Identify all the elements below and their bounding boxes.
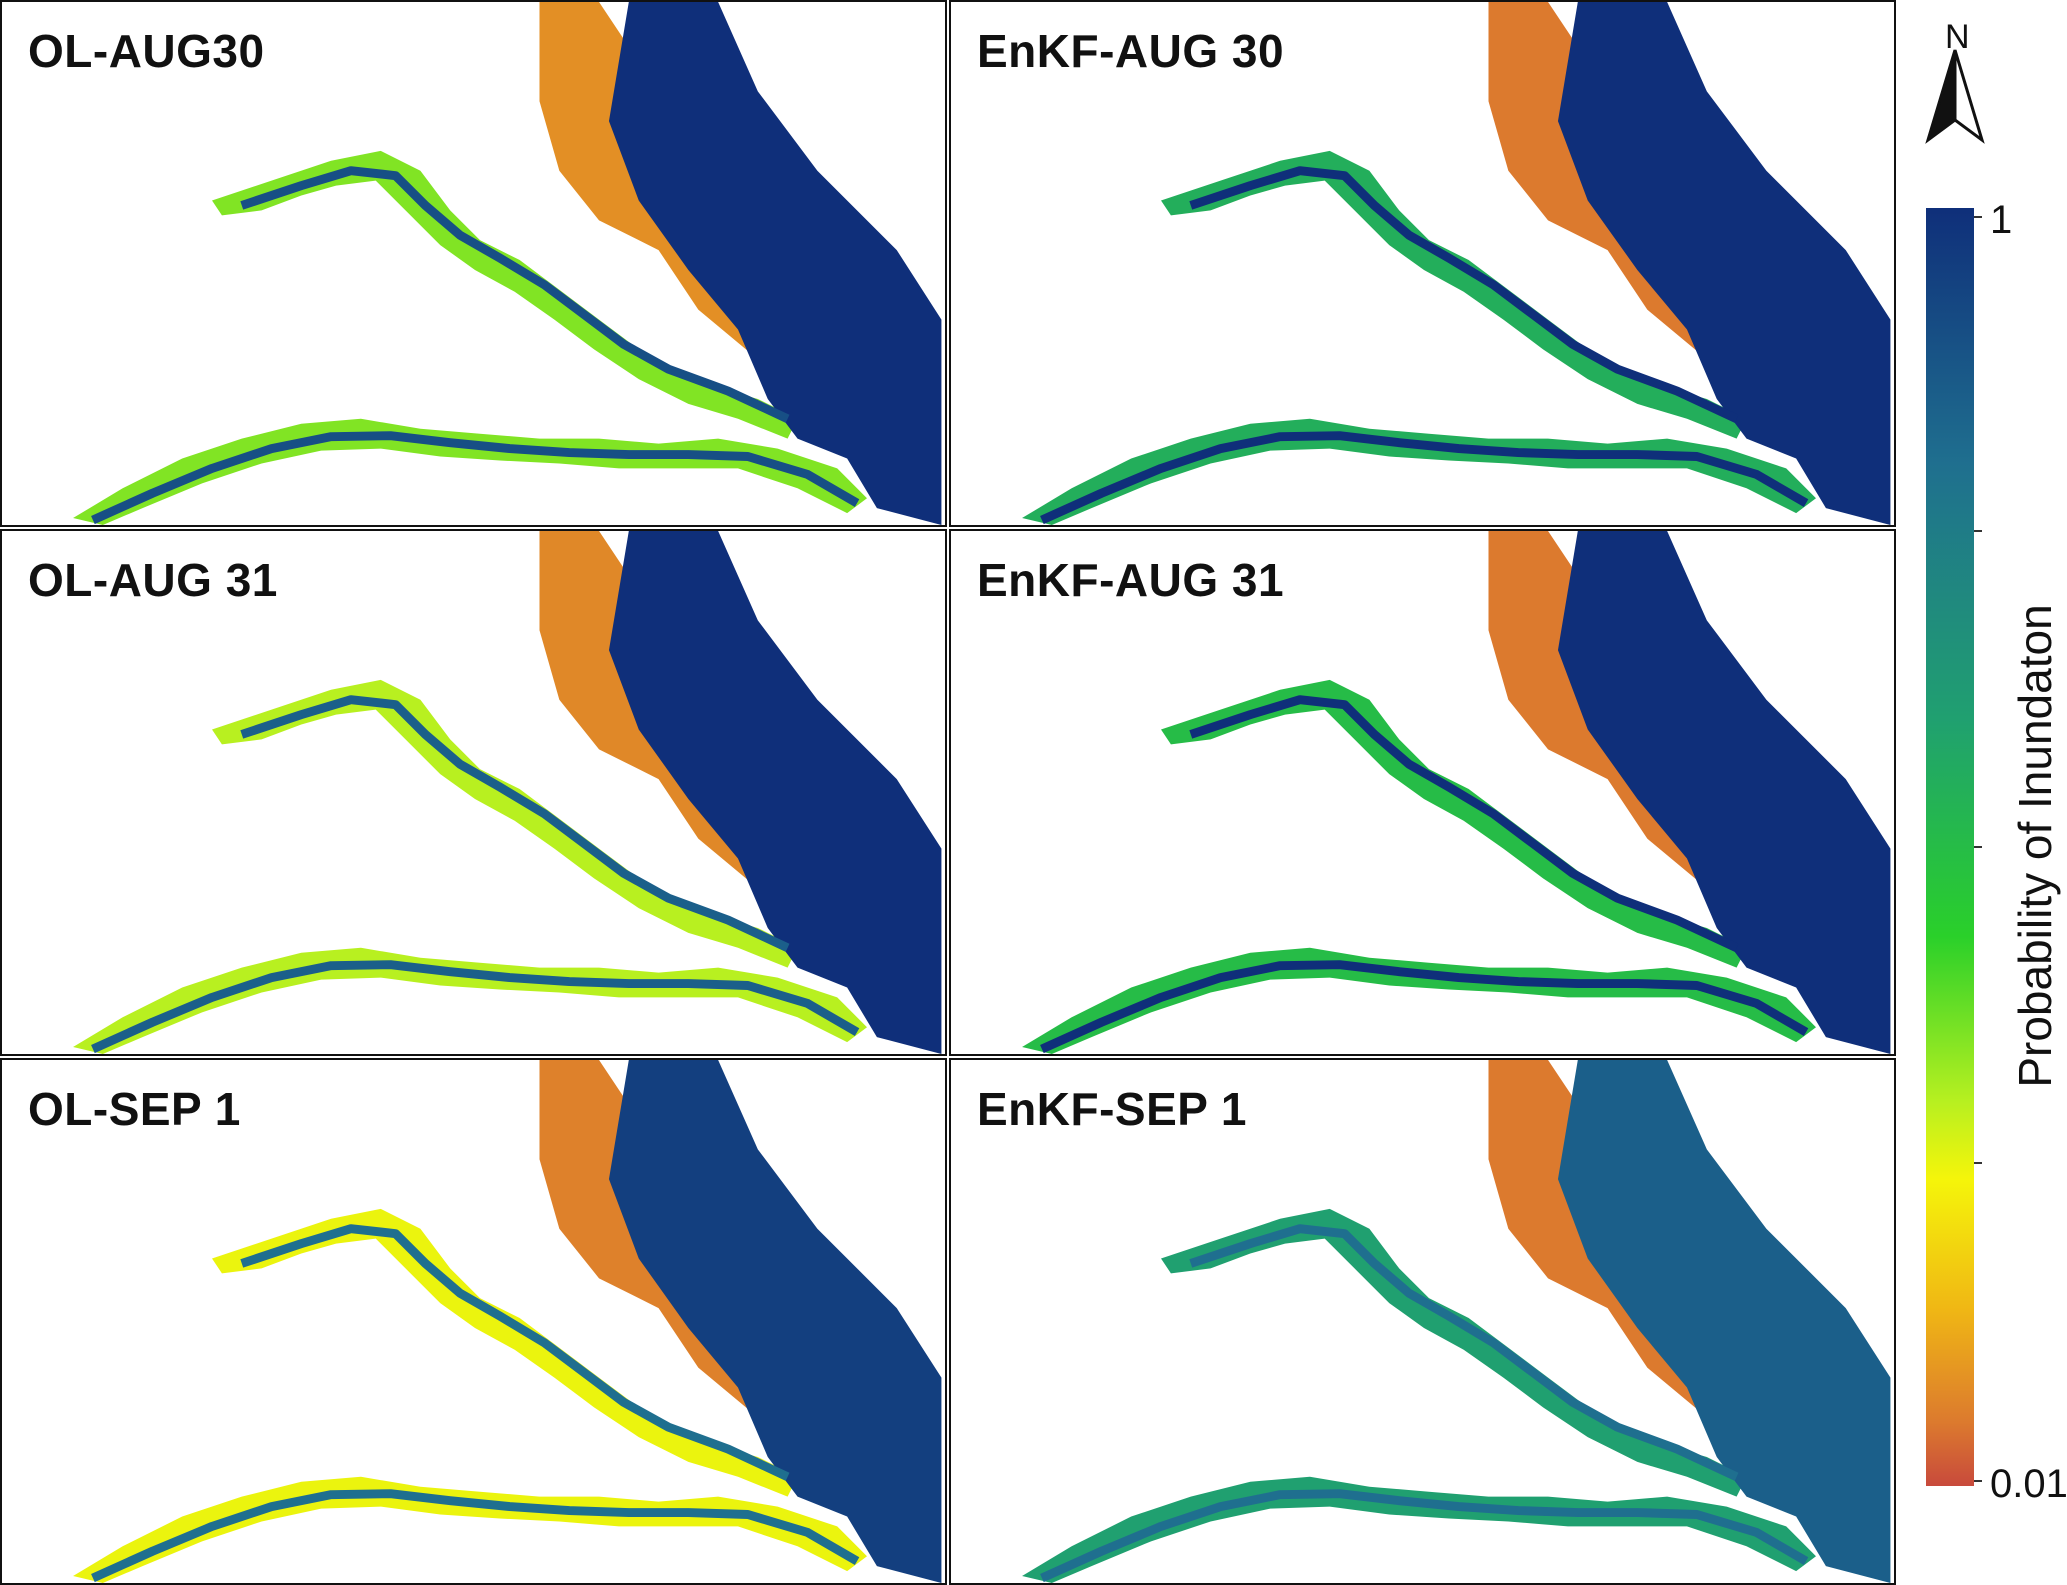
north-arrow-icon	[1925, 49, 1985, 144]
map-panel-enkf-aug30: EnKF-AUG 30	[949, 0, 1896, 527]
inundation-map	[1022, 1060, 1891, 1583]
margin-area	[1161, 150, 1747, 439]
panel-title: OL-SEP 1	[28, 1083, 241, 1135]
river-channel	[1189, 1224, 1739, 1481]
river-channel	[1040, 431, 1809, 525]
margin-area	[1161, 1208, 1747, 1497]
river-channel	[91, 1489, 860, 1583]
inundation-map	[1022, 531, 1891, 1054]
river-channel	[1040, 1489, 1809, 1583]
river-channel	[240, 1224, 790, 1481]
river-channel	[1040, 960, 1809, 1054]
river-channel	[91, 960, 860, 1054]
margin-area	[212, 1208, 798, 1497]
main-area	[1557, 2, 1891, 525]
colorbar-tick	[1974, 1162, 1982, 1164]
panel-title: OL-AUG 31	[28, 554, 278, 606]
main-area	[608, 2, 942, 525]
inundation-map	[73, 1060, 942, 1583]
panel-title: EnKF-AUG 31	[977, 554, 1285, 606]
panel-title: EnKF-AUG 30	[977, 25, 1285, 77]
colorbar-max-label: 1	[1990, 198, 2013, 242]
colorbar-title: Probability of Inundaton	[2009, 604, 2061, 1088]
inundation-map	[73, 531, 942, 1054]
inundation-map	[73, 2, 942, 525]
margin-area	[212, 679, 798, 968]
colorbar-tick	[1974, 530, 1982, 532]
river-channel	[240, 695, 790, 952]
map-panel-enkf-sep1: EnKF-SEP 1	[949, 1058, 1896, 1585]
colorbar-tick	[1974, 1480, 1982, 1482]
map-panel-enkf-aug31: EnKF-AUG 31	[949, 529, 1896, 1056]
margin-area	[212, 150, 798, 439]
inundation-map	[1022, 2, 1891, 525]
river-channel	[91, 431, 860, 525]
map-panel-ol-sep1: OL-SEP 1	[0, 1058, 947, 1585]
main-area	[608, 531, 942, 1054]
colorbar-tick	[1974, 216, 1982, 218]
main-area	[1557, 531, 1891, 1054]
river-channel	[1189, 695, 1739, 952]
river-channel	[240, 166, 790, 423]
main-area	[608, 1060, 942, 1583]
colorbar-tick	[1974, 846, 1982, 848]
main-area	[1557, 1060, 1891, 1583]
north-label: N	[1945, 18, 1970, 56]
colorbar-min-label: 0.01	[1990, 1462, 2067, 1506]
colorbar	[1926, 208, 1974, 1486]
map-panel-ol-aug30: OL-AUG30	[0, 0, 947, 527]
river-channel	[1189, 166, 1739, 423]
panel-title: EnKF-SEP 1	[977, 1083, 1247, 1135]
margin-area	[1161, 679, 1747, 968]
map-panel-ol-aug31: OL-AUG 31	[0, 529, 947, 1056]
panel-title: OL-AUG30	[28, 25, 265, 77]
